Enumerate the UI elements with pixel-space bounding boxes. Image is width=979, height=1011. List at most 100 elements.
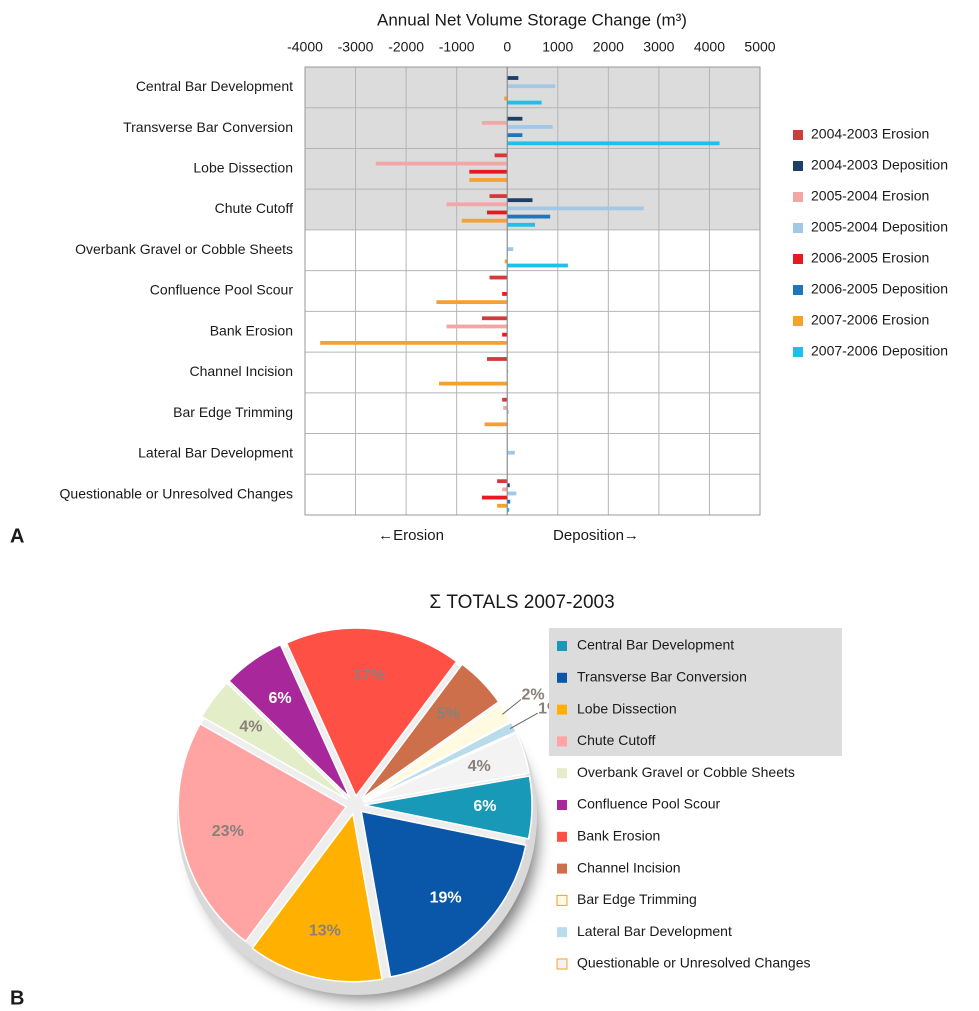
y-tick-label: Chute Cutoff	[215, 200, 293, 216]
legend-label: Channel Incision	[577, 859, 681, 875]
x-tick-label: 3000	[643, 39, 674, 55]
x-tick-label: -3000	[338, 39, 374, 55]
legend-label: Central Bar Development	[577, 637, 734, 653]
bar	[320, 340, 508, 345]
bar	[446, 202, 508, 207]
x-tick-label: 4000	[694, 39, 725, 55]
bar	[507, 116, 523, 121]
bar	[446, 324, 508, 329]
y-tick-label: Central Bar Development	[136, 78, 293, 94]
legend-label: 2005-2004 Deposition	[811, 219, 948, 235]
legend-swatch	[556, 958, 568, 970]
bar	[469, 178, 508, 182]
legend-label: 2007-2006 Erosion	[811, 312, 929, 328]
pie-slice	[227, 643, 351, 799]
x-tick-label: -4000	[287, 39, 323, 55]
bar	[507, 491, 517, 496]
bar	[507, 263, 568, 268]
legend-label: Overbank Gravel or Cobble Sheets	[577, 764, 795, 780]
pie-slice	[363, 775, 533, 840]
bar	[504, 96, 508, 101]
legend-swatch	[557, 927, 567, 938]
legend-label: 2004-2003 Erosion	[811, 126, 929, 142]
legend-swatch	[557, 641, 567, 651]
legend-swatch	[557, 831, 567, 842]
pie-slice	[177, 722, 348, 943]
bar	[494, 153, 508, 158]
leader-line	[502, 699, 522, 715]
x-tick-label: -2000	[388, 39, 424, 55]
bar	[469, 169, 508, 174]
legend-label: Chute Cutoff	[577, 732, 655, 748]
pie-slice	[285, 627, 458, 798]
bar	[487, 357, 508, 361]
legend-swatch	[793, 192, 803, 202]
legend-swatch	[793, 223, 803, 233]
legend-swatch	[793, 347, 803, 357]
chart-title: Annual Net Volume Storage Change (m³)	[377, 10, 687, 29]
bar	[503, 406, 508, 410]
pie-slice	[360, 810, 527, 978]
bar	[507, 76, 519, 80]
data-label: 19%	[430, 889, 462, 906]
legend-swatch	[793, 130, 803, 140]
y-tick-label: Channel Incision	[189, 363, 293, 379]
legend-label: Bank Erosion	[577, 828, 660, 844]
x-tick-label: 0	[503, 39, 511, 55]
bar	[375, 161, 508, 166]
legend-swatch	[793, 285, 803, 295]
bar	[438, 381, 508, 386]
bar	[507, 499, 511, 504]
legend-label: 2005-2004 Erosion	[811, 188, 929, 204]
legend-label: 2007-2006 Deposition	[811, 343, 948, 359]
y-tick-label: Transverse Bar Conversion	[123, 119, 293, 135]
bar	[507, 450, 515, 455]
bar	[436, 300, 508, 305]
pie-slice	[360, 663, 500, 800]
data-label: 4%	[239, 718, 262, 735]
bar	[487, 210, 508, 215]
legend-label: 2004-2003 Deposition	[811, 157, 948, 173]
legend-swatch	[793, 316, 803, 326]
bar	[507, 198, 533, 203]
panel-label: B	[10, 987, 24, 1009]
legend-label: Confluence Pool Scour	[577, 796, 721, 812]
legend-swatch	[793, 254, 803, 264]
y-tick-label: Bar Edge Trimming	[173, 404, 293, 420]
x-tick-label: 1000	[542, 39, 573, 55]
x-tick-label: 2000	[593, 39, 624, 55]
data-label: 4%	[468, 758, 491, 775]
legend-swatch	[556, 894, 568, 906]
legend-swatch	[557, 672, 567, 683]
bar	[502, 332, 508, 337]
pie-chart: Σ TOTALS 2007-2003 6% 19% 13% 23% 4% 6% 17% 5% 2%…	[10, 592, 842, 1009]
bar	[502, 397, 508, 402]
legend-label: Lobe Dissection	[577, 700, 677, 716]
legend-label: 2006-2005 Erosion	[811, 250, 929, 266]
y-tick-label: Questionable or Unresolved Changes	[60, 485, 293, 501]
bar	[507, 222, 536, 227]
y-tick-label: Confluence Pool Scour	[150, 282, 294, 298]
legend-label: Lateral Bar Development	[577, 923, 732, 939]
legend-swatch	[793, 161, 803, 171]
legend-swatch	[557, 704, 567, 715]
leader-line	[509, 712, 538, 730]
legend-highlight	[549, 628, 842, 756]
bar	[507, 369, 509, 374]
panel-label: A	[10, 525, 24, 547]
bar	[507, 247, 514, 252]
bar	[507, 125, 553, 129]
data-label: 17%	[353, 667, 385, 684]
bar	[497, 479, 508, 484]
bar	[497, 503, 508, 508]
bar	[507, 133, 523, 138]
data-label: 5%	[437, 706, 460, 723]
bar	[507, 214, 551, 219]
bar	[481, 316, 508, 321]
y-tick-label: Bank Erosion	[210, 322, 293, 338]
legend-label: Transverse Bar Conversion	[577, 669, 747, 685]
bar	[507, 141, 720, 146]
data-label: 13%	[309, 923, 341, 940]
bar	[502, 292, 508, 296]
bar	[481, 120, 508, 125]
